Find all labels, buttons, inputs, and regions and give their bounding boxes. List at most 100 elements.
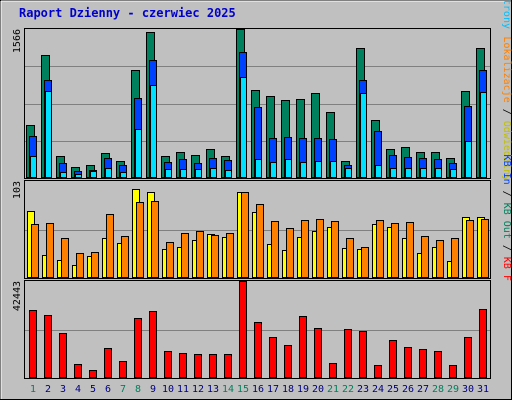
day-label: 7 — [120, 384, 126, 395]
legend-top: Wywołania / Pliki / Strony — [501, 0, 512, 29]
bar-kbytes — [239, 281, 247, 378]
bar-pages — [255, 159, 262, 178]
day-label: 11 — [177, 384, 189, 395]
bar-sites — [286, 228, 294, 278]
bar-pages — [330, 161, 337, 178]
bar-pages — [225, 170, 232, 178]
bar-kbytes — [209, 354, 217, 378]
bar-pages — [360, 93, 367, 178]
bar-kbytes — [359, 331, 367, 378]
day-label: 26 — [402, 384, 414, 395]
bar-sites — [76, 253, 84, 278]
bar-sites — [136, 202, 144, 278]
bar-sites — [211, 235, 219, 278]
bar-kbytes — [314, 328, 322, 378]
bar-sites — [91, 252, 99, 278]
bar-pages — [30, 156, 37, 178]
bar-kbytes — [344, 329, 352, 378]
bar-kbytes — [104, 348, 112, 378]
bar-pages — [135, 129, 142, 178]
bar-kbytes — [194, 354, 202, 378]
bar-pages — [180, 169, 187, 178]
bar-pages — [150, 85, 157, 178]
bar-pages — [240, 77, 247, 178]
bar-pages — [195, 169, 202, 178]
bar-sites — [301, 220, 309, 278]
bar-sites — [331, 221, 339, 278]
bar-kbytes — [44, 315, 52, 378]
bar-kbytes — [89, 370, 97, 378]
day-label: 21 — [327, 384, 339, 395]
day-label: 5 — [90, 384, 96, 395]
bar-pages — [375, 165, 382, 178]
bar-sites — [391, 223, 399, 278]
legend-entry: Lokalizacje — [501, 36, 512, 102]
bar-sites — [376, 220, 384, 278]
bar-kbytes — [284, 345, 292, 378]
ymax-label-hits: 1566 — [12, 29, 23, 53]
day-label: 1 — [30, 384, 36, 395]
bar-pages — [405, 168, 412, 178]
bar-sites — [31, 224, 39, 278]
bar-pages — [45, 91, 52, 178]
bar-kbytes — [329, 363, 337, 378]
bar-sites — [436, 240, 444, 278]
bar-kbytes — [269, 337, 277, 378]
bar-kbytes — [74, 364, 82, 378]
chart-title: Raport Dzienny - czerwiec 2025 — [19, 6, 236, 20]
bar-sites — [466, 220, 474, 278]
bar-sites — [406, 222, 414, 278]
day-label: 10 — [162, 384, 174, 395]
bar-sites — [451, 238, 459, 278]
legend-separator: / — [501, 103, 512, 121]
bar-sites — [421, 236, 429, 278]
bar-kbytes — [434, 351, 442, 378]
legend-entry: KB F — [501, 257, 512, 281]
day-label: 20 — [312, 384, 324, 395]
day-label: 31 — [477, 384, 489, 395]
day-label: 12 — [192, 384, 204, 395]
day-label: 22 — [342, 384, 354, 395]
bar-kbytes — [134, 318, 142, 378]
bar-pages — [450, 169, 457, 178]
bar-kbytes — [149, 311, 157, 378]
legend-entry: Strony — [501, 0, 512, 29]
bar-sites — [226, 233, 234, 278]
day-label: 27 — [417, 384, 429, 395]
bar-pages — [120, 172, 127, 178]
day-label: 15 — [237, 384, 249, 395]
bar-pages — [105, 168, 112, 178]
day-label: 13 — [207, 384, 219, 395]
day-label: 30 — [462, 384, 474, 395]
bar-kbytes — [419, 349, 427, 378]
bar-pages — [420, 168, 427, 178]
bar-kbytes — [119, 361, 127, 378]
bar-kbytes — [479, 309, 487, 378]
bar-kbytes — [464, 337, 472, 378]
bar-pages — [210, 168, 217, 178]
x-axis-day-labels: 1 2 3 4 5 6 7 8 9 10 11 12 13 14 15 16 17 18 19 20 21 22 23 24 2… — [30, 384, 489, 395]
bar-kbytes — [59, 333, 67, 378]
bar-sites — [166, 242, 174, 278]
bar-pages — [165, 169, 172, 178]
day-label: 28 — [432, 384, 444, 395]
bar-pages — [390, 168, 397, 178]
bar-kbytes — [374, 365, 382, 378]
bar-kbytes — [299, 316, 307, 378]
legend-bottom: KB In / KB Out / KB F — [501, 155, 512, 281]
bar-sites — [241, 192, 249, 278]
legend-entry: KB In — [501, 155, 512, 185]
bar-pages — [285, 159, 292, 178]
day-label: 25 — [387, 384, 399, 395]
bar-pages — [465, 141, 472, 178]
bar-kbytes — [389, 340, 397, 378]
legend-entry: KB Out — [501, 203, 512, 239]
bar-sites — [361, 247, 369, 278]
ymax-label-visits: 103 — [12, 181, 23, 199]
bar-sites — [256, 204, 264, 278]
day-label: 9 — [150, 384, 156, 395]
bar-kbytes — [164, 351, 172, 378]
day-label: 3 — [60, 384, 66, 395]
